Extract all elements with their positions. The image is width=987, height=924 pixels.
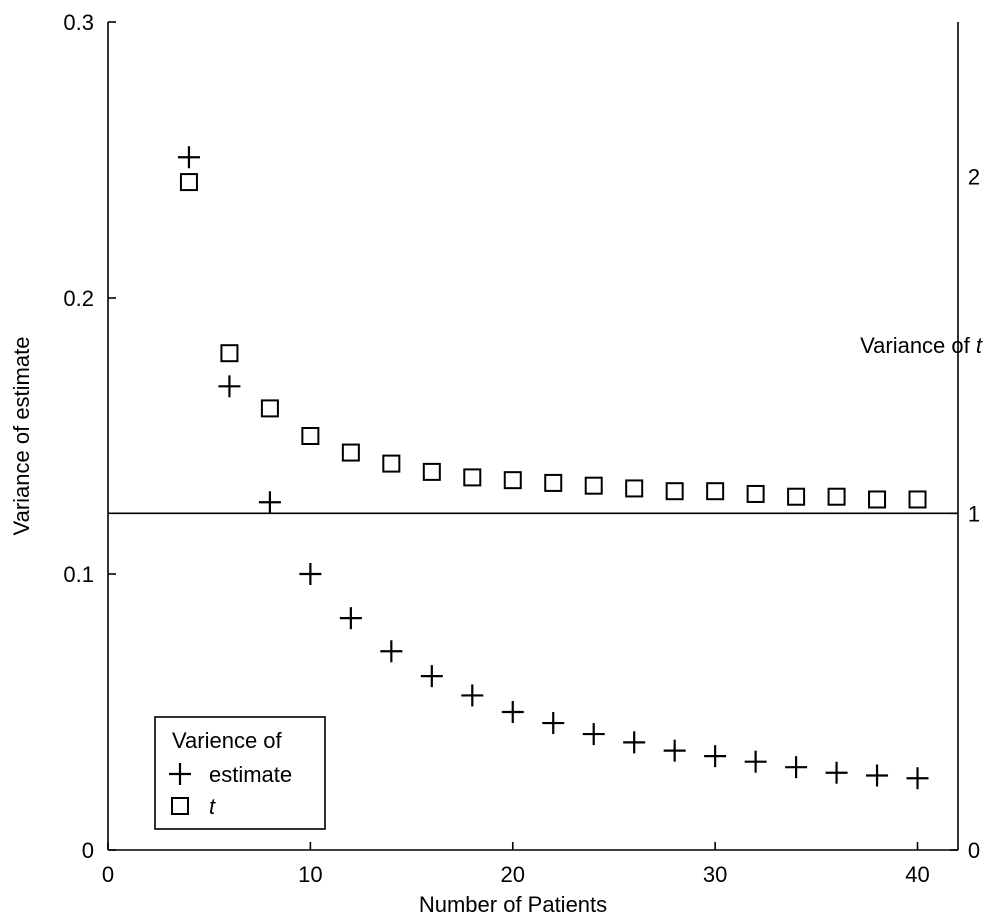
legend-label: t xyxy=(209,794,216,819)
estimate-point xyxy=(299,563,322,585)
estimate-point xyxy=(663,739,686,762)
y-tick-label: 0.1 xyxy=(63,562,94,587)
right-tick-label: 1 xyxy=(968,501,980,526)
t-point xyxy=(260,399,279,418)
estimate-point xyxy=(258,491,281,514)
estimate-point xyxy=(785,756,808,779)
right-axis-title: Variance of t xyxy=(860,333,983,358)
estimate-point xyxy=(339,607,362,630)
estimate-point xyxy=(177,146,200,169)
estimate-point xyxy=(218,375,241,398)
legend-label: estimate xyxy=(209,762,292,787)
t-point xyxy=(787,487,806,506)
t-point xyxy=(301,427,320,445)
series-t xyxy=(179,173,927,509)
legend: Varience of estimate t xyxy=(154,716,326,830)
t-point xyxy=(584,476,603,495)
t-point xyxy=(706,482,725,501)
t-point xyxy=(341,443,360,462)
t-point xyxy=(422,462,441,481)
y-tick-label: 0.2 xyxy=(63,286,94,311)
data-marks xyxy=(177,146,929,790)
x-tick-label: 20 xyxy=(501,862,525,887)
t-point xyxy=(503,471,522,490)
estimate-point xyxy=(704,745,727,768)
t-point xyxy=(908,490,927,509)
x-axis-title: Number of Patients xyxy=(419,892,607,917)
t-point xyxy=(463,468,482,487)
t-point xyxy=(544,473,563,492)
x-tick-label: 30 xyxy=(703,862,727,887)
t-point xyxy=(868,490,887,509)
right-axis-title-t: t xyxy=(976,333,983,358)
t-point xyxy=(625,479,644,498)
t-point xyxy=(827,487,846,506)
right-tick-label: 0 xyxy=(968,838,980,863)
estimate-point xyxy=(461,684,484,707)
series-estimate xyxy=(177,146,929,790)
estimate-point xyxy=(825,761,848,784)
estimate-point xyxy=(380,640,403,663)
t-point xyxy=(665,482,684,501)
estimate-point xyxy=(906,767,929,790)
estimate-point xyxy=(744,750,767,773)
t-point xyxy=(382,454,401,473)
legend-square-icon xyxy=(171,797,189,815)
right-axis-title-prefix: Variance of xyxy=(860,333,976,358)
estimate-point xyxy=(866,764,889,787)
ticks: 0 10 20 30 40 0 0.1 0.2 0.3 0 1 2 xyxy=(63,10,980,887)
t-point xyxy=(746,484,765,503)
x-tick-label: 10 xyxy=(298,862,322,887)
y-tick-label: 0 xyxy=(82,838,94,863)
estimate-point xyxy=(623,731,646,754)
right-tick-label: 2 xyxy=(968,165,980,190)
legend-plus-icon xyxy=(169,763,191,785)
x-tick-label: 40 xyxy=(905,862,929,887)
estimate-point xyxy=(420,665,443,688)
y-tick-label: 0.3 xyxy=(63,10,94,35)
y-axis-title: Variance of estimate xyxy=(9,337,34,536)
x-tick-label: 0 xyxy=(102,862,114,887)
t-point xyxy=(179,173,198,192)
estimate-point xyxy=(542,712,565,735)
t-point xyxy=(220,344,239,363)
estimate-point xyxy=(582,723,605,746)
estimate-point xyxy=(501,701,524,723)
legend-title: Varience of xyxy=(172,728,283,753)
